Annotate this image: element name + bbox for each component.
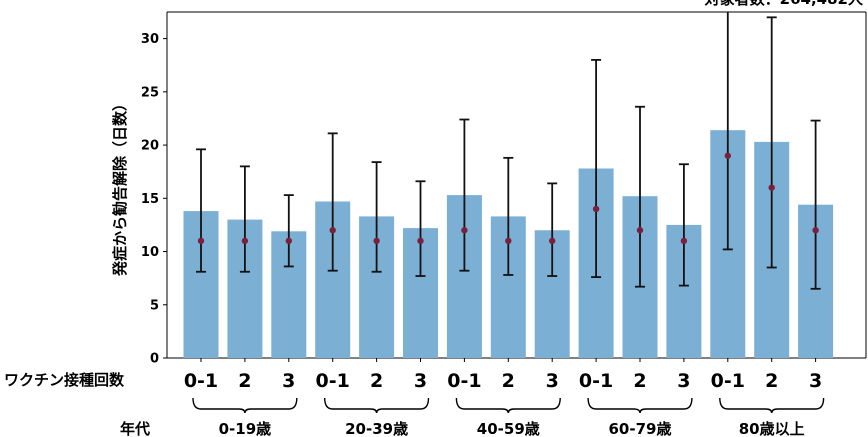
y-tick-label: 15 xyxy=(141,192,159,207)
x-category-label: 2 xyxy=(633,370,646,392)
median-point xyxy=(461,227,468,234)
x-category-label: 3 xyxy=(414,370,427,392)
x-category-label: 3 xyxy=(282,370,295,392)
medians xyxy=(197,152,819,245)
group-brace xyxy=(192,397,298,414)
x-category-label: 0-1 xyxy=(579,370,613,392)
median-point xyxy=(417,237,424,245)
x-category-label: 0-1 xyxy=(711,370,745,392)
dose-row-label: ワクチン接種回数 xyxy=(4,371,125,389)
x-category-label: 2 xyxy=(502,370,515,392)
note-text: 対象者数：264,482人 xyxy=(704,0,864,8)
median-point xyxy=(636,227,644,234)
y-tick-label: 30 xyxy=(141,32,159,47)
x-category-label: 3 xyxy=(677,370,690,392)
median-point xyxy=(812,227,819,234)
median-point xyxy=(592,205,600,213)
group-label: 80歳以上 xyxy=(739,420,805,437)
group-label: 60-79歳 xyxy=(609,420,672,437)
median-point xyxy=(505,237,512,245)
x-category-label: 3 xyxy=(809,370,822,392)
x-category-label: 2 xyxy=(238,370,251,392)
group-label: 40-59歳 xyxy=(477,420,540,437)
y-tick-label: 20 xyxy=(141,139,159,154)
age-row-label: 年代 xyxy=(120,420,150,437)
group-label: 0-19歳 xyxy=(219,420,272,437)
group-brace xyxy=(719,397,825,414)
median-point xyxy=(373,237,380,245)
y-tick-label: 0 xyxy=(150,352,159,367)
group-brace xyxy=(455,397,561,414)
y-tick-label: 25 xyxy=(141,85,159,100)
y-tick-label: 5 xyxy=(150,298,159,313)
x-category-label: 2 xyxy=(370,370,383,392)
labels: 0 5 10 15 20 25 30 0-1 2 3 0-1 2 3 0-1 2 3 0-1 2 3 0-1 2 3 0-1… xyxy=(141,32,822,437)
median-point xyxy=(768,184,775,191)
median-point xyxy=(329,227,336,234)
median-point xyxy=(724,152,731,159)
median-point xyxy=(680,237,688,245)
median-point xyxy=(241,237,249,245)
group-label: 20-39歳 xyxy=(345,420,408,437)
median-point xyxy=(549,237,556,245)
group-brace xyxy=(587,397,693,414)
median-point xyxy=(197,237,205,245)
x-category-label: 0-1 xyxy=(316,370,350,392)
median-point xyxy=(285,237,292,245)
error-bars xyxy=(196,12,821,290)
y-axis-label: 発症から勧告解除（日数） xyxy=(111,96,129,277)
x-category-label: 2 xyxy=(765,370,778,392)
x-category-label: 0-1 xyxy=(447,370,481,392)
x-category-label: 3 xyxy=(546,370,559,392)
y-tick-label: 10 xyxy=(141,245,159,260)
group-brace xyxy=(324,397,430,414)
x-category-label: 0-1 xyxy=(184,370,218,392)
